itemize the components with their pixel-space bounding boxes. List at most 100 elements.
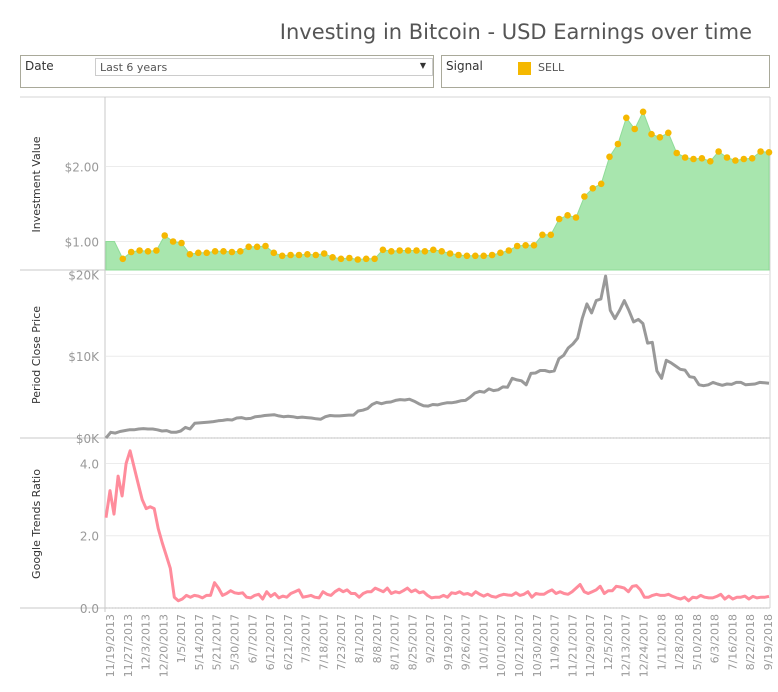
x-tick-label: 11/29/2017 xyxy=(584,614,597,677)
x-tick-label: 5/30/2017 xyxy=(229,614,242,670)
x-tick-label: 10/10/2017 xyxy=(495,614,508,677)
sell-signal-dot xyxy=(203,249,210,257)
sell-signal-dot xyxy=(748,155,756,162)
sell-signal-dot xyxy=(488,251,496,259)
sell-signal-dot xyxy=(707,158,714,165)
sell-signal-dot xyxy=(169,238,177,245)
sell-signal-dot xyxy=(430,246,437,254)
sell-signal-dot xyxy=(723,154,731,161)
y-axis-title: Period Close Price xyxy=(30,306,43,404)
sell-signal-dot xyxy=(732,157,739,164)
x-tick-label: 5/10/2018 xyxy=(691,614,704,670)
sell-signal-dot xyxy=(614,140,622,148)
sell-signal-dot xyxy=(455,251,462,259)
sell-signal-dot xyxy=(446,250,454,257)
sell-signal-dot xyxy=(127,248,135,256)
x-tick-label: 8/17/2017 xyxy=(389,614,402,670)
sell-signal-dot xyxy=(463,252,471,260)
x-tick-label: 9/19/2018 xyxy=(762,614,775,670)
x-tick-label: 12/20/2013 xyxy=(157,614,170,677)
sell-signal-dot xyxy=(480,252,488,260)
sell-signal-dot xyxy=(530,242,538,249)
x-tick-label: 8/1/2017 xyxy=(353,614,366,663)
sell-legend-label[interactable]: SELL xyxy=(538,61,565,74)
x-tick-label: 11/19/2013 xyxy=(104,614,117,677)
sell-signal-dot xyxy=(295,251,303,259)
sell-signal-dot xyxy=(195,249,202,257)
chevron-down-icon[interactable]: ▼ xyxy=(419,61,426,70)
sell-signal-dot xyxy=(472,252,479,260)
sell-signal-dot xyxy=(262,242,269,250)
x-tick-label: 6/3/2018 xyxy=(709,614,722,663)
sell-signal-dot xyxy=(304,251,311,258)
date-filter: Date Last 6 years ▼ xyxy=(20,55,434,88)
sell-signal-dot xyxy=(312,251,320,259)
sell-signal-dot xyxy=(623,114,630,122)
signal-legend-label: Signal xyxy=(446,59,483,73)
y-tick-label: 2.0 xyxy=(80,530,99,544)
y-tick-label: 4.0 xyxy=(80,457,99,471)
sell-signal-dot xyxy=(513,242,521,250)
sell-signal-dot xyxy=(765,149,773,156)
sell-signal-dot xyxy=(379,246,387,254)
x-tick-label: 10/21/2017 xyxy=(513,614,526,677)
sell-signal-dot xyxy=(354,256,362,263)
x-tick-label: 9/19/2017 xyxy=(442,614,455,670)
sell-signal-dot xyxy=(572,214,580,221)
sell-signal-dot xyxy=(413,247,420,254)
sell-signal-dot xyxy=(581,193,588,200)
sell-signal-dot xyxy=(564,212,571,219)
sell-signal-dot xyxy=(337,255,345,263)
sell-signal-dot xyxy=(648,130,655,138)
x-tick-label: 8/22/2018 xyxy=(744,614,757,670)
sell-signal-dot xyxy=(404,247,412,254)
sell-signal-dot xyxy=(547,231,555,239)
y-axis-title: Investment Value xyxy=(30,136,43,232)
sell-swatch-icon xyxy=(518,62,531,75)
x-tick-label: 12/5/2017 xyxy=(602,614,615,670)
sell-signal-dot xyxy=(555,215,563,223)
sell-signal-dot xyxy=(144,248,152,255)
sell-signal-dot xyxy=(505,247,513,254)
sell-signal-dot xyxy=(237,248,244,255)
sell-signal-dot xyxy=(153,247,160,254)
sell-signal-dot xyxy=(329,253,336,261)
date-filter-label: Date xyxy=(25,59,54,73)
y-tick-label: 0.0 xyxy=(80,602,99,616)
x-tick-label: 11/9/2017 xyxy=(549,614,562,670)
x-tick-label: 6/21/2017 xyxy=(282,614,295,670)
x-tick-label: 11/21/2017 xyxy=(566,614,579,677)
sell-signal-dot xyxy=(606,153,613,161)
x-tick-label: 5/14/2017 xyxy=(193,614,206,670)
x-tick-label: 7/16/2018 xyxy=(726,614,739,670)
x-axis-ticks: 11/19/2013 11/27/2013 12/3/2013 12/20/2013 1… xyxy=(104,614,775,677)
sell-signal-dot xyxy=(211,248,219,255)
close-price-line xyxy=(104,274,770,439)
sell-signal-dot xyxy=(539,231,546,239)
x-tick-label: 1/5/2017 xyxy=(175,614,188,663)
sell-signal-dot xyxy=(681,154,689,161)
x-tick-label: 5/21/2017 xyxy=(211,614,224,670)
sell-signal-dot xyxy=(589,185,597,192)
x-tick-label: 7/3/2017 xyxy=(300,614,313,663)
sell-signal-dot xyxy=(253,243,261,251)
x-tick-label: 6/12/2017 xyxy=(264,614,277,670)
sell-signal-dot xyxy=(245,243,252,251)
sell-signal-dot xyxy=(757,148,764,155)
y-tick-label: $20K xyxy=(68,268,100,282)
sell-signal-dot xyxy=(287,251,294,259)
sell-signal-dot xyxy=(396,247,404,254)
google-trends-panel: 0.0 2.0 4.0 Google Trends Ratio xyxy=(30,449,770,616)
x-tick-label: 11/27/2013 xyxy=(122,614,135,677)
sell-signal-dot xyxy=(740,155,748,163)
x-tick-label: 12/3/2013 xyxy=(140,614,153,670)
sell-signal-dot xyxy=(597,180,605,188)
sell-signal-dot xyxy=(362,255,370,263)
date-dropdown[interactable]: Last 6 years ▼ xyxy=(95,58,433,76)
sell-signal-dot xyxy=(119,255,127,263)
close-price-panel: $0K $10K $20K Period Close Price xyxy=(30,268,770,446)
sell-signal-dot xyxy=(698,155,706,162)
sell-signal-dot xyxy=(161,232,168,239)
sell-signal-dot xyxy=(522,242,529,249)
